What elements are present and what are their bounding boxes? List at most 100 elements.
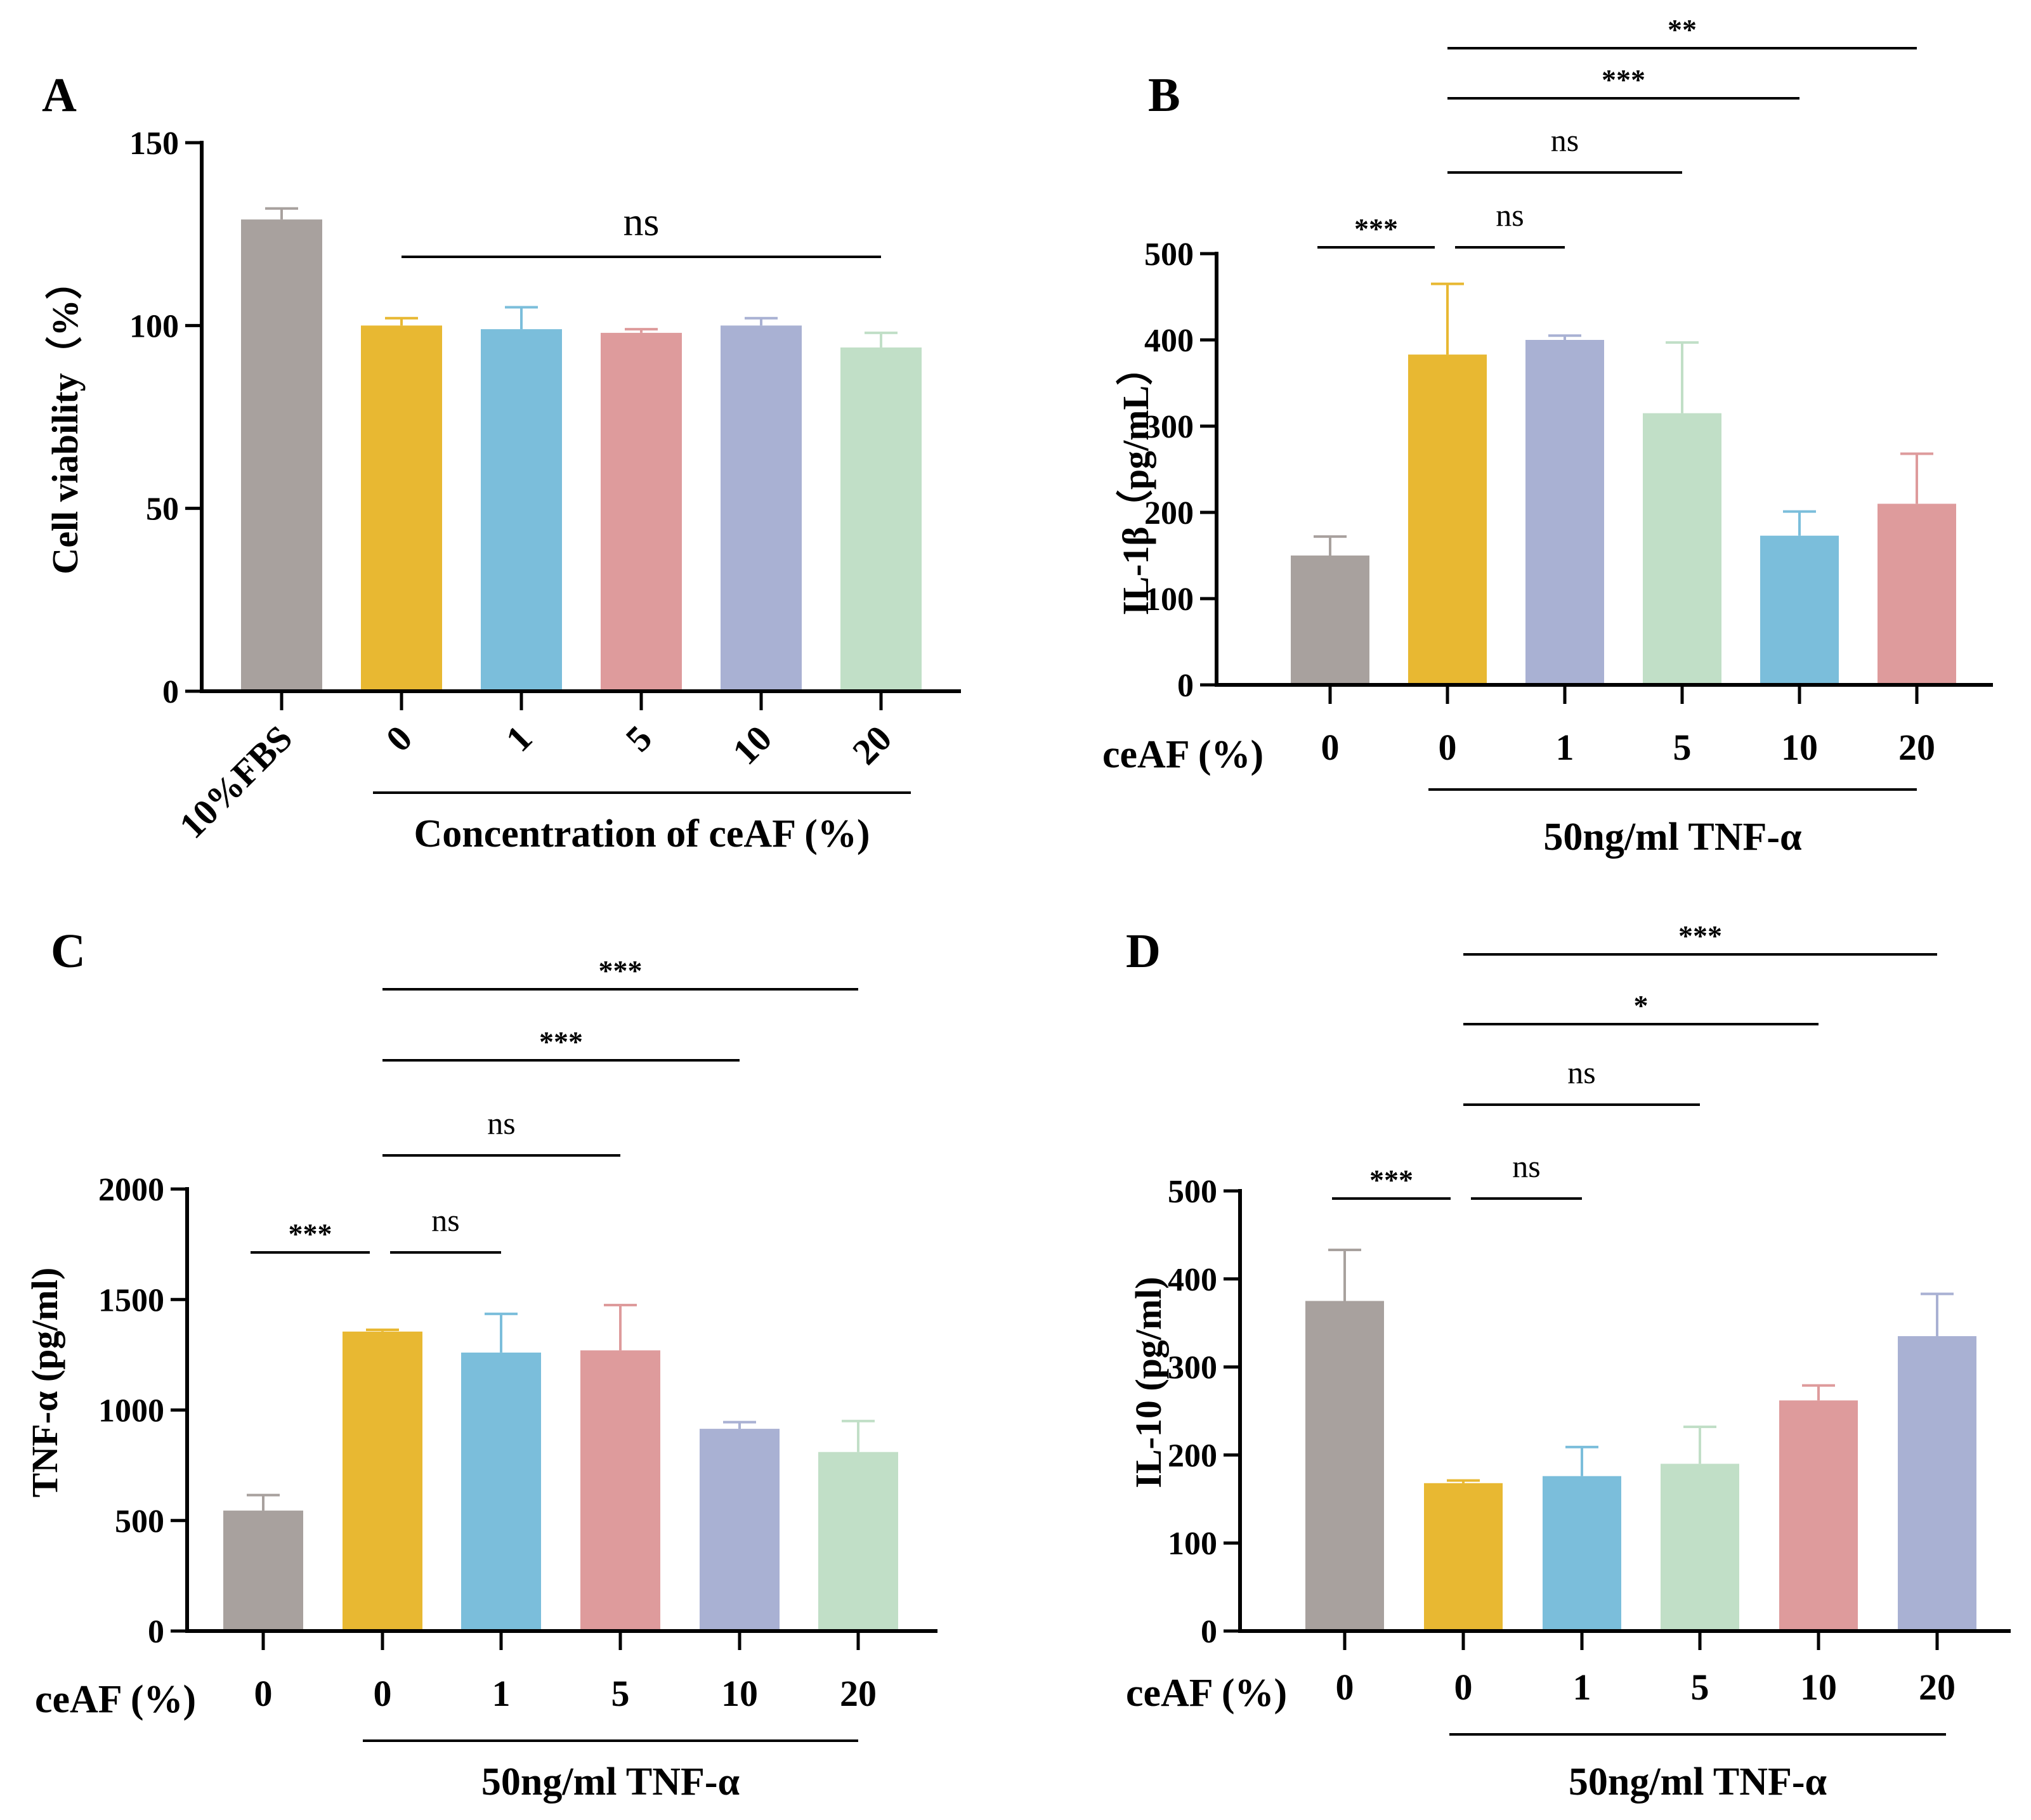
panel-letter: A: [42, 68, 77, 122]
y-tick-label: 500: [1168, 1174, 1217, 1210]
x-tick-label: 0: [374, 1673, 392, 1714]
bar: [1408, 354, 1487, 685]
x-tick-label: 20: [840, 1673, 877, 1714]
bar: [481, 329, 562, 691]
y-tick-label: 100: [1144, 582, 1194, 618]
significance-label: ns: [431, 1202, 459, 1238]
bar: [580, 1350, 660, 1631]
x-tick-label: 0: [1454, 1667, 1473, 1708]
bar: [1525, 340, 1604, 685]
significance-label: ns: [1567, 1055, 1595, 1090]
y-tick-label: 50: [146, 491, 179, 528]
x-tick-label: 0: [254, 1673, 273, 1714]
y-tick-label: 300: [1144, 409, 1194, 445]
significance-label: ns: [1512, 1148, 1540, 1184]
y-tick-label: 200: [1144, 495, 1194, 531]
x-tick-label: 1: [498, 717, 540, 759]
y-tick-label: 0: [1201, 1614, 1217, 1650]
x-tick-label: 1: [492, 1673, 511, 1714]
bar: [1878, 504, 1956, 685]
panel-letter: C: [51, 925, 86, 978]
x-tick-label: 0: [1321, 727, 1340, 768]
significance-label: ns: [487, 1105, 515, 1141]
panel-letter: D: [1126, 925, 1161, 978]
group-label: 50ng/ml TNF-α: [481, 1760, 740, 1804]
panel-b: B 0 100 200 300 400 500 IL-1β（pg/mL） 0 0 1 5 10 20 ceA…: [1102, 13, 1993, 859]
bar: [361, 325, 442, 691]
significance-label: ns: [1551, 122, 1579, 158]
x-tick-label: 20: [844, 717, 899, 772]
y-tick-label: 400: [1144, 323, 1194, 359]
y-tick-label: 100: [129, 308, 179, 344]
bar: [1305, 1301, 1384, 1631]
y-axis-label: TNF-α (pg/ml): [24, 1268, 65, 1498]
x-tick-label: 0: [378, 717, 420, 759]
y-tick-label: 2000: [98, 1172, 164, 1208]
x-tick-label: 20: [1919, 1667, 1956, 1708]
x-tick-label: 0: [1336, 1667, 1354, 1708]
bar: [1291, 556, 1369, 685]
bar: [1643, 413, 1721, 685]
x-tick-label: 0: [1439, 727, 1457, 768]
x-tick-label: 10: [724, 717, 780, 772]
x-tick-label: 5: [1673, 727, 1692, 768]
panel-d: D 0 100 200 300 400 500 IL-10 (pg/ml) 0 0 1 5 10 20 ce…: [1126, 920, 2011, 1804]
y-tick-label: 0: [1177, 668, 1194, 704]
significance-label: ***: [1678, 920, 1722, 952]
bar: [461, 1352, 541, 1631]
y-tick-label: 500: [1144, 237, 1194, 273]
bar: [1779, 1400, 1858, 1631]
x-tick-label: 1: [1573, 1667, 1591, 1708]
bar: [1424, 1483, 1503, 1631]
group-label: 50ng/ml TNF-α: [1569, 1760, 1827, 1804]
y-axis-label: Cell viability（%）: [44, 263, 86, 574]
y-tick-label: 150: [129, 126, 179, 162]
significance-label: ***: [539, 1025, 583, 1058]
bar: [700, 1429, 780, 1631]
x-tick-label: 5: [618, 717, 660, 759]
significance-label: ns: [624, 199, 660, 244]
bar: [721, 325, 802, 691]
bar: [1898, 1336, 1976, 1631]
bar: [601, 332, 682, 691]
bar: [223, 1511, 303, 1631]
panel-a: A 0 50 100 150 Cell viability（%） 10%FBS 0 1 5 10 20…: [42, 68, 961, 855]
y-tick-label: 300: [1168, 1350, 1217, 1386]
group-label: Concentration of ceAF (%): [414, 812, 870, 855]
significance-label: ***: [1602, 63, 1645, 96]
significance-label: ***: [289, 1218, 332, 1250]
x-tick-label: 10: [1781, 727, 1818, 768]
x-tick-label: 10%FBS: [171, 717, 300, 846]
y-axis-label: IL-10 (pg/ml): [1128, 1277, 1169, 1488]
row-label: ceAF (%): [1102, 733, 1264, 776]
x-tick-label: 10: [721, 1673, 758, 1714]
y-tick-label: 0: [148, 1614, 164, 1650]
significance-label: ***: [1354, 212, 1398, 245]
row-label: ceAF (%): [1126, 1672, 1287, 1715]
y-tick-label: 0: [162, 674, 179, 710]
bar: [343, 1331, 422, 1631]
bar: [241, 219, 322, 692]
bar: [840, 347, 922, 691]
y-tick-label: 400: [1168, 1262, 1217, 1298]
bar: [1661, 1464, 1739, 1631]
row-label: ceAF (%): [35, 1678, 196, 1721]
significance-label: ***: [599, 954, 643, 987]
significance-label: ***: [1369, 1164, 1413, 1196]
panel-c: C 0 500 1000 1500 2000 TNF-α (pg/ml) 0 0 1 5 10 20 ce…: [24, 925, 937, 1804]
y-tick-label: 1500: [98, 1282, 164, 1318]
y-tick-label: 200: [1168, 1438, 1217, 1474]
x-tick-label: 5: [611, 1673, 630, 1714]
bar: [818, 1452, 898, 1631]
significance-label: *: [1634, 989, 1649, 1022]
significance-label: ns: [1496, 197, 1524, 233]
x-tick-label: 5: [1691, 1667, 1709, 1708]
x-tick-label: 1: [1556, 727, 1574, 768]
x-tick-label: 20: [1898, 727, 1935, 768]
significance-label: **: [1668, 13, 1697, 46]
y-tick-label: 500: [115, 1504, 164, 1540]
panel-letter: B: [1148, 68, 1180, 122]
group-label: 50ng/ml TNF-α: [1543, 816, 1801, 859]
bar: [1543, 1476, 1621, 1631]
